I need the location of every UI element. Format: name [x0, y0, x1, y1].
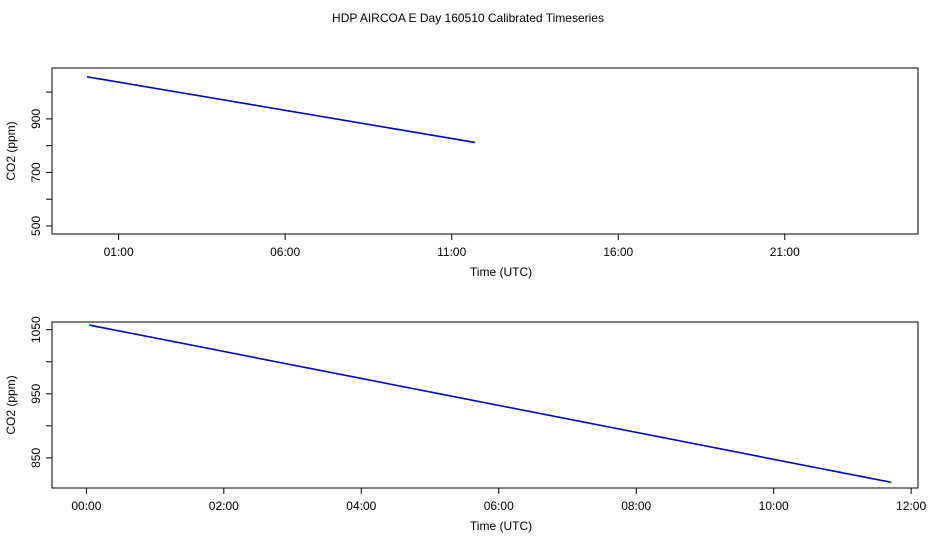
- y-tick-label: 850: [29, 448, 43, 468]
- x-tick-label: 21:00: [770, 245, 800, 259]
- y-tick-label: 700: [29, 162, 43, 182]
- x-tick-label: 12:00: [896, 499, 926, 513]
- x-axis-label: Time (UTC): [470, 265, 532, 279]
- co2-series-line: [86, 76, 476, 144]
- x-tick-label: 01:00: [104, 245, 134, 259]
- x-tick-label: 02:00: [209, 499, 239, 513]
- y-tick-label: 500: [29, 216, 43, 236]
- plot-frame: [51, 321, 919, 489]
- x-tick-label: 16:00: [603, 245, 633, 259]
- series-endpoint-point: [88, 324, 92, 327]
- x-tick-label: 11:00: [437, 245, 466, 259]
- x-tick-label: 00:00: [71, 499, 101, 513]
- chart-panel-bottom: 00:00 02:00 04:00 06:00 08:00 10:00 12:00 850 95…: [4, 316, 926, 533]
- x-tick-label: 04:00: [346, 499, 376, 513]
- y-tick-label: 1050: [29, 316, 43, 343]
- x-axis-label: Time (UTC): [470, 519, 532, 533]
- co2-series-line: [89, 324, 891, 483]
- y-axis-label: CO2 (ppm): [4, 375, 18, 434]
- x-tick-label: 06:00: [484, 499, 514, 513]
- series-endpoint-point: [889, 481, 892, 484]
- figure-title: HDP AIRCOA E Day 160510 Calibrated Times…: [332, 11, 604, 25]
- x-tick-label: 10:00: [759, 499, 789, 513]
- y-tick-label: 950: [29, 383, 43, 403]
- y-tick-label: 900: [29, 109, 43, 129]
- x-tick-label: 06:00: [270, 245, 300, 259]
- chart-panel-top: 01:00 06:00 11:00 16:00 21:00 500 700 900 Time (…: [4, 67, 919, 279]
- plot-frame: [51, 67, 919, 235]
- x-tick-label: 08:00: [621, 499, 651, 513]
- y-axis-label: CO2 (ppm): [4, 121, 18, 180]
